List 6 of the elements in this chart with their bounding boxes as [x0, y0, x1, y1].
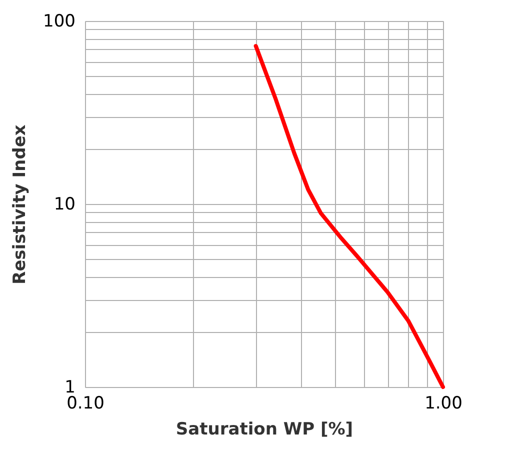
x-tick-label: 0.10	[66, 394, 104, 414]
y-tick-label: 10	[54, 194, 76, 214]
y-tick-label: 100	[43, 12, 76, 32]
y-axis-title: Resistivity Index	[10, 124, 30, 284]
x-tick-label: 1.00	[424, 394, 462, 414]
x-axis-title: Saturation WP [%]	[176, 420, 354, 440]
